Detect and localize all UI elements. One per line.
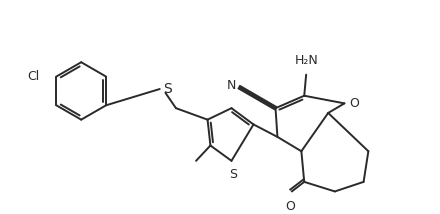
Text: N: N: [227, 79, 236, 92]
Text: H₂N: H₂N: [294, 54, 318, 67]
Text: O: O: [285, 200, 295, 213]
Text: Cl: Cl: [27, 70, 39, 83]
Text: S: S: [229, 168, 238, 181]
Text: O: O: [349, 97, 359, 110]
Text: S: S: [164, 82, 172, 96]
